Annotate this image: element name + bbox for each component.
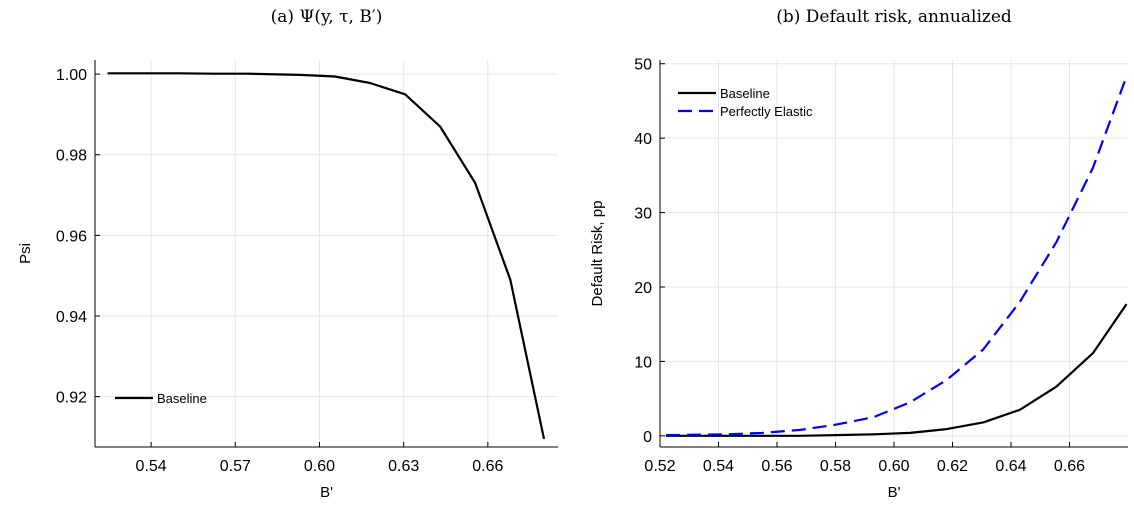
chart-panel-1: 0.52 0.54 0.56 0.58 0.60 0.62 0.64 0.66 0 10 20 30 4…	[589, 7, 1128, 501]
y-tick-label: 0.98	[56, 148, 87, 165]
y-axis-label: Default Risk, pp	[589, 201, 606, 307]
series-line-0	[107, 72, 546, 440]
series-line-0	[665, 303, 1128, 437]
chart-title: (b) Default risk, annualized	[776, 7, 1012, 27]
x-tick-label: 0.54	[703, 458, 734, 475]
legend: Baseline Perfectly Elastic	[678, 86, 813, 119]
x-tick-label: 0.54	[136, 458, 167, 475]
x-tick-label: 0.62	[937, 458, 968, 475]
y-tick-label: 1.00	[56, 67, 87, 84]
chart-panel-0: 0.54 0.57 0.60 0.63 0.66 0.92 0.94 0.96 0.98 1.00…	[17, 7, 558, 501]
x-tick-label: 0.66	[472, 458, 503, 475]
x-tick-label: 0.60	[304, 458, 335, 475]
x-axis-label: B'	[320, 484, 333, 501]
legend-label-0: Baseline	[157, 391, 207, 406]
y-tick-label: 40	[634, 131, 652, 148]
x-tick-label: 0.52	[644, 458, 675, 475]
x-tick-label: 0.57	[220, 458, 251, 475]
legend-label-1: Perfectly Elastic	[720, 104, 813, 119]
x-tick-label: 0.66	[1054, 458, 1085, 475]
y-tick-label: 0	[643, 429, 652, 446]
x-tick-label: 0.64	[995, 458, 1026, 475]
y-tick-label: 10	[634, 354, 652, 371]
y-tick-label: 30	[634, 206, 652, 223]
x-axis-label: B'	[888, 484, 901, 501]
x-tick-label: 0.60	[878, 458, 909, 475]
y-tick-label: 0.92	[56, 390, 87, 407]
chart-title: (a) Ψ(y, τ, B′)	[271, 7, 383, 27]
x-tick-label: 0.58	[820, 458, 851, 475]
x-tick-label: 0.63	[388, 458, 419, 475]
y-axis-label: Psi	[17, 243, 34, 264]
y-tick-label: 20	[634, 280, 652, 297]
series-line-1	[665, 76, 1128, 437]
y-tick-label: 50	[634, 57, 652, 74]
legend: Baseline	[115, 391, 207, 406]
x-tick-label: 0.56	[761, 458, 792, 475]
y-tick-label: 0.94	[56, 309, 87, 326]
y-tick-label: 0.96	[56, 228, 87, 245]
legend-label-0: Baseline	[720, 86, 770, 101]
